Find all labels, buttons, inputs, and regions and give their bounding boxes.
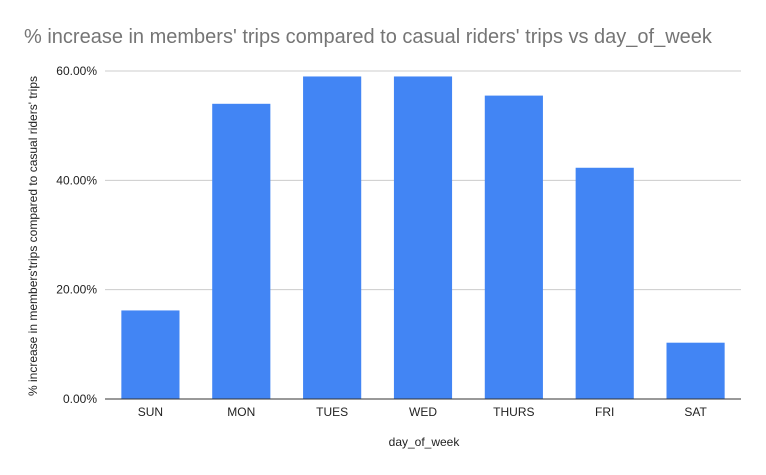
bar-wed — [393, 76, 453, 399]
x-tick-label: SUN — [138, 405, 163, 419]
bar-sun — [121, 310, 180, 399]
x-tick-label: THURS — [493, 405, 534, 419]
y-tick-label: 0.00% — [63, 392, 97, 406]
y-axis-label: % increase in members'trips compared to … — [26, 76, 40, 396]
bar-tues — [303, 76, 362, 399]
x-tick-label: FRI — [595, 405, 614, 419]
x-tick-label: SAT — [684, 405, 707, 419]
x-tick-label: MON — [227, 405, 255, 419]
bars — [121, 76, 725, 400]
x-tick-labels: SUN MON TUES WED THURS FRI SAT — [138, 405, 708, 419]
bar-fri — [575, 167, 634, 399]
bar-mon — [212, 103, 271, 400]
bar-sat — [666, 342, 725, 399]
y-tick-label: 40.00% — [56, 173, 97, 187]
y-tick-labels: 0.00% 20.00% 40.00% 60.00% — [56, 64, 97, 406]
y-tick-label: 20.00% — [56, 283, 97, 297]
x-tick-label: TUES — [316, 405, 348, 419]
bar-thurs — [484, 95, 543, 399]
x-axis-label: day_of_week — [389, 435, 461, 449]
chart-title: % increase in members' trips compared to… — [24, 26, 713, 48]
y-tick-label: 60.00% — [56, 64, 97, 78]
x-tick-label: WED — [409, 405, 437, 419]
